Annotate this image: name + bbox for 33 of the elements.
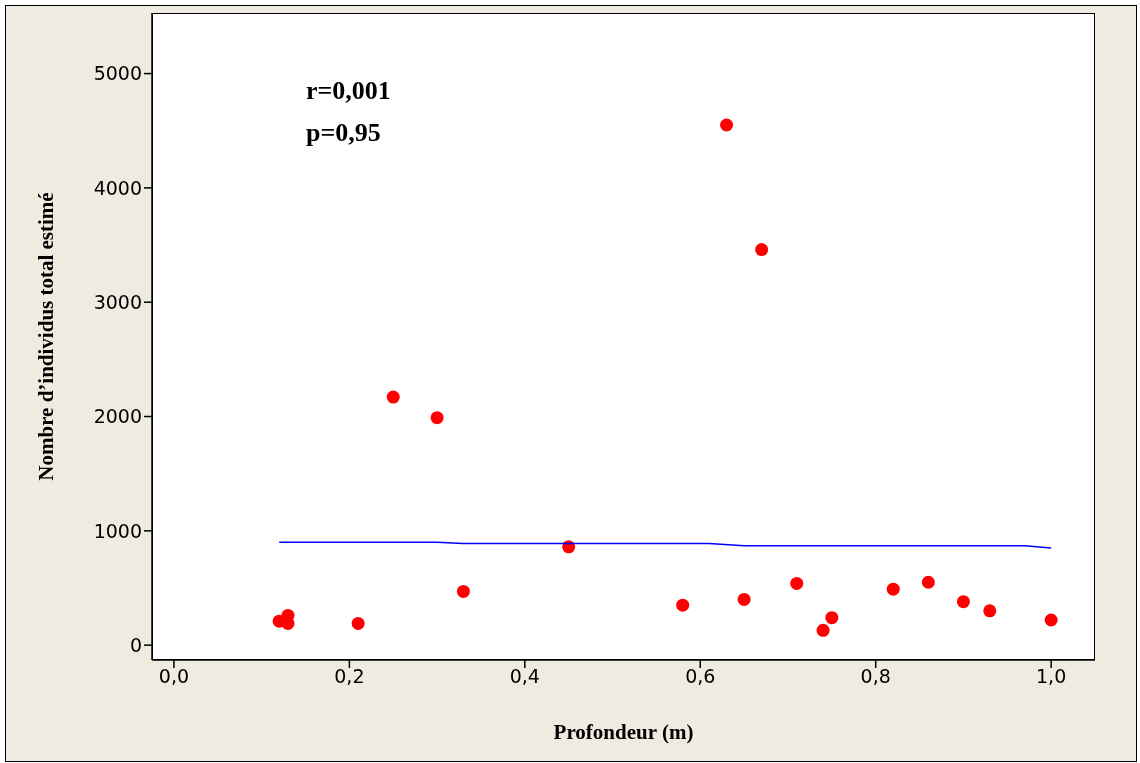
point (886, 582, 900, 596)
x-axis-title: Profondeur (m) (553, 720, 694, 744)
point (816, 623, 830, 637)
annotation: p=0,95 (306, 118, 381, 148)
y-tick-label: 0 (129, 633, 142, 656)
point (921, 575, 935, 589)
x-tick-label: 0,4 (509, 665, 540, 688)
x-tick-label: 1,0 (1036, 665, 1067, 688)
point (825, 611, 839, 625)
x-tick-label: 0,8 (860, 665, 891, 688)
y-tick-label: 2000 (93, 405, 142, 428)
point (956, 595, 970, 609)
y-tick-label: 4000 (93, 176, 142, 199)
y-axis-title: Nombre d’individus total estimé (34, 192, 59, 481)
point (790, 576, 804, 590)
x-tick-label: 0,6 (685, 665, 716, 688)
y-tick-label: 5000 (93, 62, 142, 85)
point (983, 604, 997, 618)
point (562, 540, 576, 554)
point (755, 243, 769, 257)
x-tick-label: 0,0 (158, 665, 190, 688)
point (430, 411, 444, 425)
point (676, 598, 690, 612)
x-tick-label: 0,2 (334, 665, 365, 688)
point (1044, 613, 1058, 627)
y-tick-label: 1000 (93, 519, 142, 542)
point (456, 584, 470, 598)
point (720, 118, 734, 132)
point (351, 616, 365, 630)
point (386, 390, 400, 404)
point (737, 592, 751, 606)
y-tick-label: 3000 (93, 290, 142, 313)
annotation: r=0,001 (306, 76, 391, 106)
